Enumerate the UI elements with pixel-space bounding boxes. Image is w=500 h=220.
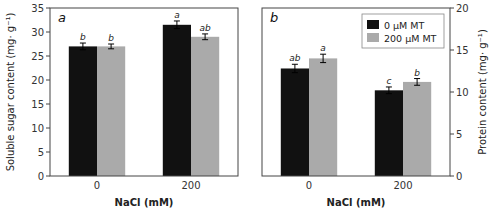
y-tick-label: 0 bbox=[456, 171, 462, 182]
bar bbox=[69, 46, 97, 176]
plot-frame bbox=[262, 8, 450, 176]
error-cap bbox=[174, 20, 180, 21]
error-cap bbox=[202, 33, 208, 34]
error-cap bbox=[414, 78, 420, 79]
y-tick-label: 10 bbox=[456, 87, 469, 98]
y-tick bbox=[450, 8, 454, 9]
letter-label: b bbox=[80, 32, 86, 42]
legend-label: 200 μM MT bbox=[384, 33, 437, 44]
y-tick-label: 35 bbox=[31, 3, 44, 14]
error-bar bbox=[202, 34, 208, 40]
error-line bbox=[388, 87, 389, 94]
y-tick bbox=[450, 92, 454, 93]
legend: 0 μM MT 200 μM MT bbox=[362, 14, 444, 48]
error-cap bbox=[108, 48, 114, 49]
y-tick bbox=[450, 134, 454, 135]
error-bar bbox=[386, 87, 392, 94]
letter-label: ab bbox=[199, 23, 211, 33]
error-line bbox=[323, 54, 324, 62]
y-tick bbox=[46, 80, 50, 81]
panel-label: b bbox=[270, 10, 278, 25]
y-tick bbox=[450, 176, 454, 177]
y-tick bbox=[46, 8, 50, 9]
y-axis-label: Protein content (mg· g⁻¹) bbox=[477, 29, 488, 155]
bar bbox=[309, 58, 337, 176]
y-tick-label: 15 bbox=[31, 99, 44, 110]
error-cap bbox=[320, 62, 326, 63]
error-line bbox=[82, 43, 83, 50]
plot-area bbox=[281, 54, 431, 176]
error-line bbox=[205, 34, 206, 40]
y-tick bbox=[46, 56, 50, 57]
error-line bbox=[111, 44, 112, 49]
error-bar bbox=[80, 43, 86, 50]
error-cap bbox=[202, 39, 208, 40]
bar bbox=[163, 25, 191, 176]
y-tick-label: 5 bbox=[38, 147, 44, 158]
y-tick-label: 0 bbox=[38, 171, 44, 182]
legend-label: 0 μM MT bbox=[384, 20, 425, 31]
y-tick-label: 20 bbox=[456, 3, 469, 14]
y-tick bbox=[46, 176, 50, 177]
y-tick bbox=[46, 128, 50, 129]
error-cap bbox=[386, 86, 392, 87]
y-tick-label: 25 bbox=[31, 51, 44, 62]
legend-frame bbox=[362, 14, 444, 48]
y-tick-label: 15 bbox=[456, 45, 469, 56]
error-line bbox=[176, 21, 177, 29]
letter-label: b bbox=[414, 68, 420, 78]
error-cap bbox=[292, 64, 298, 65]
error-bar bbox=[414, 79, 420, 86]
panel: 05101520253035babab0200NaCl (mM)Soluble … bbox=[5, 3, 238, 209]
panel-label: a bbox=[58, 10, 66, 25]
y-tick bbox=[450, 50, 454, 51]
bar bbox=[281, 68, 309, 176]
plot-area bbox=[69, 21, 219, 176]
panel: 05101520abcab0200NaCl (mM)Protein conten… bbox=[262, 3, 488, 209]
letter-label: a bbox=[174, 10, 180, 20]
error-cap bbox=[80, 49, 86, 50]
error-cap bbox=[320, 54, 326, 55]
bar bbox=[97, 46, 125, 176]
legend-swatch bbox=[367, 20, 379, 29]
y-tick-label: 20 bbox=[31, 75, 44, 86]
y-tick-label: 30 bbox=[31, 27, 44, 38]
error-cap bbox=[108, 44, 114, 45]
error-line bbox=[294, 64, 295, 72]
bar bbox=[375, 90, 403, 176]
x-tick-label: 200 bbox=[181, 180, 200, 191]
y-tick bbox=[46, 104, 50, 105]
bar bbox=[403, 82, 431, 176]
x-axis-label: NaCl (mM) bbox=[115, 197, 174, 208]
y-axis-label: Soluble sugar content (mg· g⁻¹) bbox=[5, 13, 16, 172]
legend-swatch bbox=[367, 33, 379, 42]
error-bar bbox=[292, 64, 298, 72]
error-cap bbox=[292, 72, 298, 73]
x-tick-label: 0 bbox=[306, 180, 312, 191]
error-cap bbox=[414, 85, 420, 86]
error-cap bbox=[386, 93, 392, 94]
letter-label: ab bbox=[289, 53, 301, 63]
x-tick-label: 0 bbox=[94, 180, 100, 191]
letter-label: b bbox=[108, 33, 114, 43]
x-tick-label: 200 bbox=[393, 180, 412, 191]
error-bar bbox=[174, 21, 180, 29]
y-tick-label: 5 bbox=[456, 129, 462, 140]
plot-frame bbox=[50, 8, 238, 176]
error-bar bbox=[108, 44, 114, 49]
error-cap bbox=[174, 28, 180, 29]
letter-label: a bbox=[320, 43, 326, 53]
letter-label: c bbox=[386, 76, 391, 86]
error-line bbox=[417, 79, 418, 86]
error-bar bbox=[320, 54, 326, 62]
y-tick-label: 10 bbox=[31, 123, 44, 134]
y-tick bbox=[46, 32, 50, 33]
error-cap bbox=[80, 43, 86, 44]
bar bbox=[191, 37, 219, 176]
chart-root: 05101520253035babab0200NaCl (mM)Soluble … bbox=[0, 0, 500, 220]
x-axis-label: NaCl (mM) bbox=[327, 197, 386, 208]
y-tick bbox=[46, 152, 50, 153]
